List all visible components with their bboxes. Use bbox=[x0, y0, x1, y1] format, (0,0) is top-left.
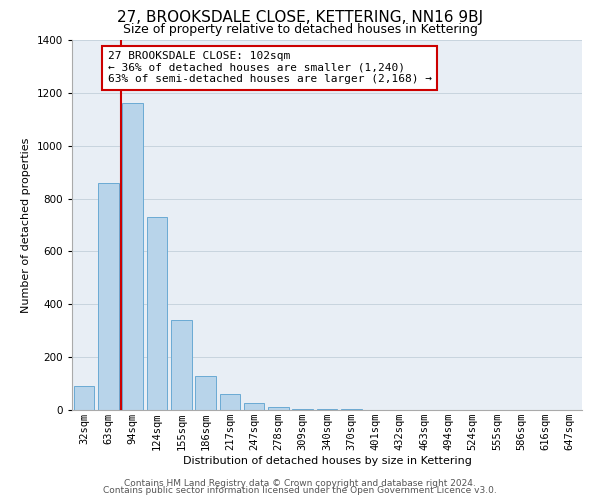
Bar bbox=[244, 404, 265, 410]
Text: 27 BROOKSDALE CLOSE: 102sqm
← 36% of detached houses are smaller (1,240)
63% of : 27 BROOKSDALE CLOSE: 102sqm ← 36% of det… bbox=[108, 51, 432, 84]
Text: Contains public sector information licensed under the Open Government Licence v3: Contains public sector information licen… bbox=[103, 486, 497, 495]
Bar bbox=[195, 376, 216, 410]
Bar bbox=[171, 320, 191, 410]
X-axis label: Distribution of detached houses by size in Kettering: Distribution of detached houses by size … bbox=[182, 456, 472, 466]
Bar bbox=[122, 104, 143, 410]
Bar bbox=[268, 408, 289, 410]
Text: 27, BROOKSDALE CLOSE, KETTERING, NN16 9BJ: 27, BROOKSDALE CLOSE, KETTERING, NN16 9B… bbox=[117, 10, 483, 25]
Bar bbox=[98, 182, 119, 410]
Bar bbox=[292, 408, 313, 410]
Text: Size of property relative to detached houses in Kettering: Size of property relative to detached ho… bbox=[122, 22, 478, 36]
Bar bbox=[146, 217, 167, 410]
Text: Contains HM Land Registry data © Crown copyright and database right 2024.: Contains HM Land Registry data © Crown c… bbox=[124, 478, 476, 488]
Bar bbox=[220, 394, 240, 410]
Y-axis label: Number of detached properties: Number of detached properties bbox=[21, 138, 31, 312]
Bar bbox=[317, 409, 337, 410]
Bar bbox=[74, 386, 94, 410]
